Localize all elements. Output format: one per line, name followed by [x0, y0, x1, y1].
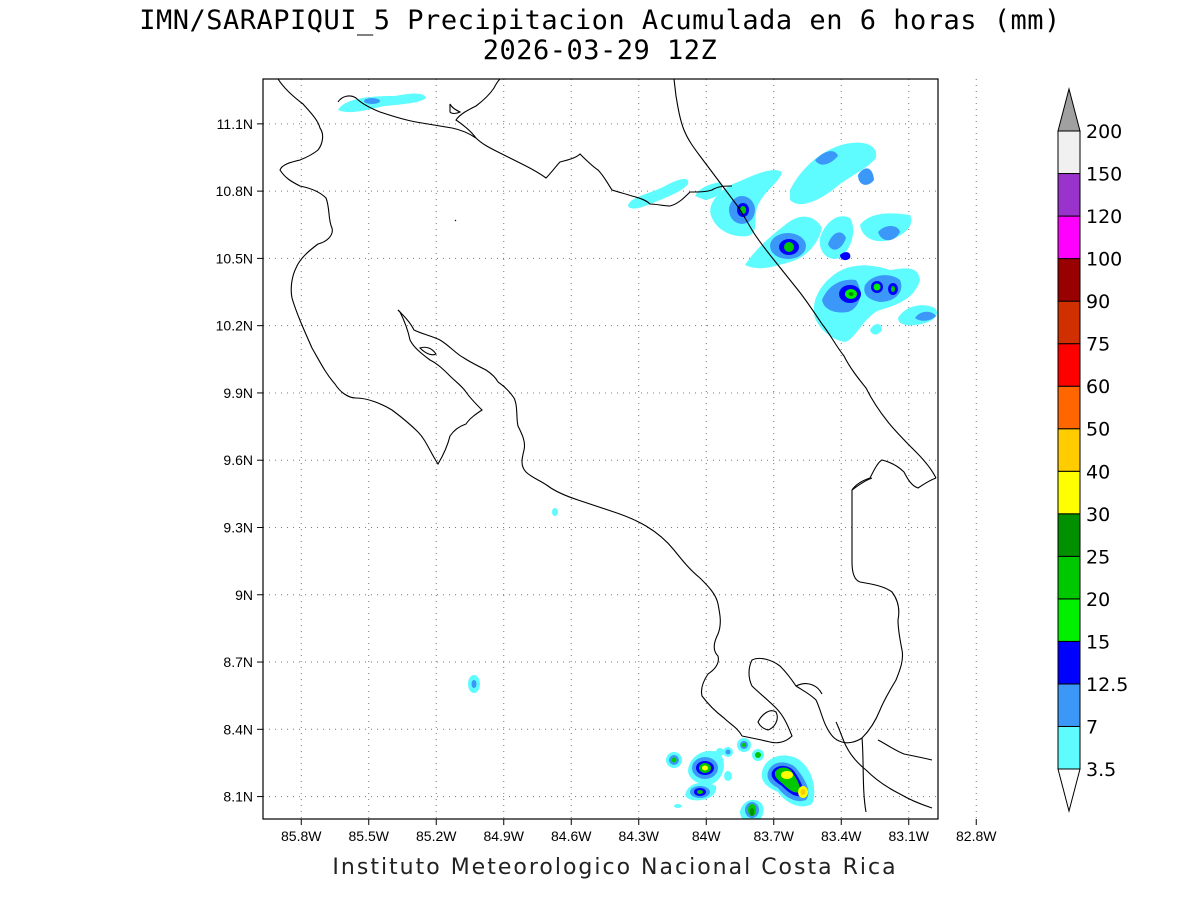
colorbar-level-label: 20	[1086, 589, 1110, 611]
coastline-borders	[277, 79, 937, 813]
lat-tick-label: 9.9N	[223, 385, 253, 401]
colorbar-level-label: 150	[1086, 164, 1122, 186]
colorbar-level-label: 3.5	[1086, 759, 1116, 781]
colorbar-swatch	[1057, 130, 1081, 175]
colorbar-swatch	[1057, 215, 1081, 260]
lat-tick-label: 8.1N	[223, 789, 253, 805]
lat-tick-label: 10.5N	[216, 250, 253, 266]
rain-cell-isolated	[552, 508, 558, 516]
lon-tick-label: 83.1W	[889, 828, 930, 844]
colorbar-level-label: 60	[1086, 376, 1110, 398]
colorbar-swatch	[1057, 683, 1081, 727]
lon-tick-label: 84.6W	[551, 828, 592, 844]
rain-cell-north-coast	[338, 93, 426, 113]
rain-cell-south	[666, 738, 815, 819]
rain-cell-pacific-isolated	[468, 675, 480, 693]
lat-tick-label: 11.1N	[217, 116, 253, 132]
lat-tick-label: 9N	[235, 587, 253, 603]
colorbar-swatch	[1057, 385, 1081, 430]
lon-tick-label: 84.3W	[619, 828, 660, 844]
lon-tick-label: 83.4W	[821, 828, 862, 844]
colorbar-level-label: 100	[1086, 249, 1122, 271]
colorbar-legend: 3.5 7 12.5 15 20 25 30 40 50 60 75 90 100 120 150 200	[1057, 87, 1128, 813]
precipitation-shading	[338, 93, 938, 819]
lon-tick-label: 84W	[692, 828, 722, 844]
colorbar-swatch	[1057, 725, 1081, 770]
colorbar-level-label: 120	[1086, 206, 1122, 228]
colorbar-level-label: 50	[1086, 419, 1110, 441]
colorbar-level-label: 25	[1086, 546, 1110, 568]
lon-tick-label: 83.7W	[754, 828, 795, 844]
colorbar-swatch	[1057, 555, 1081, 600]
lon-tick-label: 85.2W	[416, 828, 457, 844]
lat-tick-label: 10.2N	[216, 318, 253, 334]
lon-tick-label: 82.8W	[956, 828, 997, 844]
colorbar-level-label: 30	[1086, 504, 1110, 526]
colorbar-swatch	[1057, 343, 1081, 387]
colorbar-level-label: 7	[1086, 716, 1098, 738]
lon-tick-label: 85.8W	[281, 828, 322, 844]
colorbar-level-label: 15	[1086, 631, 1110, 653]
lat-tick-label: 9.3N	[223, 519, 253, 535]
colorbar-level-label: 90	[1086, 291, 1110, 313]
longitude-labels: 85.8W 85.5W 85.2W 84.9W 84.6W 84.3W 84W 83.7W 83…	[281, 819, 997, 844]
colorbar-swatch	[1057, 470, 1081, 515]
lat-tick-label: 10.8N	[216, 183, 253, 199]
lat-tick-label: 8.7N	[223, 654, 253, 670]
rain-cell-caribbean-north	[628, 142, 938, 342]
lat-tick-label: 9.6N	[223, 452, 253, 468]
colorbar-swatch	[1057, 300, 1081, 345]
colorbar-over-triangle	[1057, 87, 1081, 132]
colorbar-level-label: 40	[1086, 461, 1110, 483]
colorbar-swatch	[1057, 258, 1081, 302]
colorbar-swatch	[1057, 513, 1081, 557]
map-frame	[262, 78, 939, 820]
colorbar-level-label: 12.5	[1086, 674, 1128, 696]
colorbar-level-label: 75	[1086, 334, 1110, 356]
colorbar-swatch	[1057, 428, 1081, 472]
lon-tick-label: 85.5W	[349, 828, 390, 844]
map-subtitle-datetime: 2026-03-29 12Z	[482, 35, 718, 66]
colorbar-swatch	[1057, 640, 1081, 685]
colorbar-level-label: 200	[1086, 121, 1122, 143]
lon-tick-label: 84.9W	[484, 828, 525, 844]
lat-tick-label: 8.4N	[223, 721, 253, 737]
latitude-labels: 11.1N 10.8N 10.5N 10.2N 9.9N 9.6N 9.3N 9N 8.7N 8.…	[216, 116, 263, 805]
map-grid	[263, 79, 977, 819]
colorbar-swatch	[1057, 173, 1081, 217]
footer-credit: Instituto Meteorologico Nacional Costa R…	[332, 855, 898, 880]
colorbar-under-triangle	[1057, 768, 1081, 813]
map-title: IMN/SARAPIQUI_5 Precipitacion Acumulada …	[139, 5, 1061, 36]
colorbar-swatch	[1057, 598, 1081, 642]
